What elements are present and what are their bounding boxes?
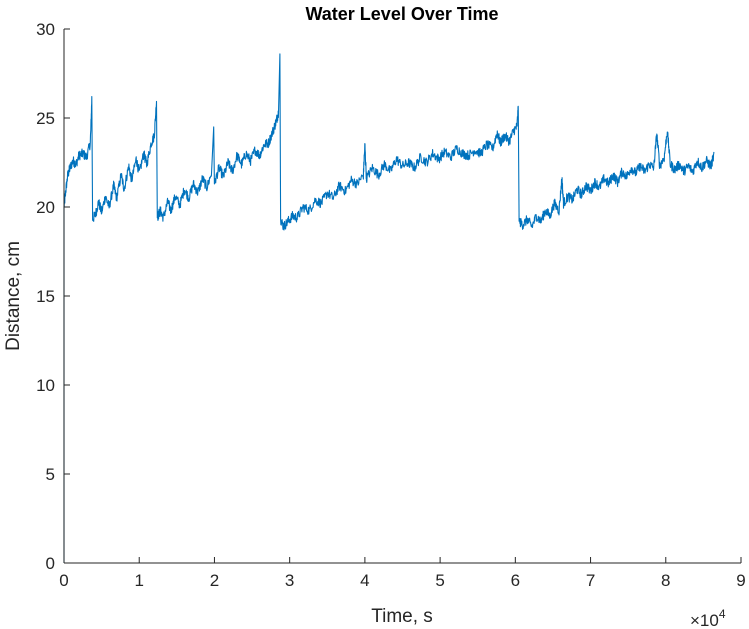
x-tick-label: 5 <box>435 571 444 590</box>
x-tick-label: 0 <box>59 571 68 590</box>
x-tick-label: 1 <box>134 571 143 590</box>
y-axis-title: Distance, cm <box>3 241 24 351</box>
axes: 0 1 2 3 4 5 6 7 8 9 0 5 10 15 20 25 30 <box>36 20 746 590</box>
x-axis-exponent-base: ×10 <box>690 611 719 629</box>
y-tick-label: 10 <box>36 376 55 395</box>
x-axis-title: Time, s <box>371 606 433 627</box>
x-tick-label: 9 <box>736 571 745 590</box>
plot-area <box>63 53 715 563</box>
y-tick-label: 5 <box>46 465 55 484</box>
x-tick-label: 8 <box>661 571 670 590</box>
x-tick-label: 7 <box>586 571 595 590</box>
x-tick-label: 2 <box>210 571 219 590</box>
x-tick-label: 4 <box>360 571 369 590</box>
y-tick-label: 15 <box>36 287 55 306</box>
y-tick-label: 25 <box>36 109 55 128</box>
water-level-series-line <box>63 53 715 563</box>
y-tick-label: 0 <box>46 554 55 573</box>
y-tick-label: 30 <box>36 20 55 39</box>
x-tick-label: 6 <box>511 571 520 590</box>
x-axis-exponent: ×104 <box>690 607 726 629</box>
y-tick-label: 20 <box>36 198 55 217</box>
labels: Water Level Over Time Time, s Distance, … <box>3 4 726 629</box>
x-tick-label: 3 <box>285 571 294 590</box>
chart-title: Water Level Over Time <box>305 4 498 24</box>
x-axis-exponent-power: 4 <box>719 607 726 621</box>
